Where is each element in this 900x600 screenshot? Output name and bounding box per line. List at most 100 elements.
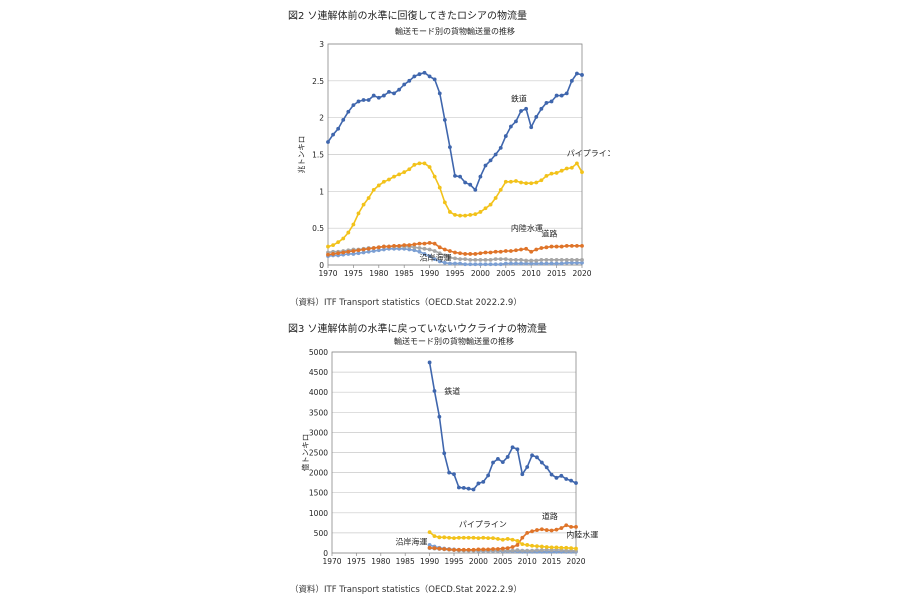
data-point — [554, 475, 559, 480]
y-tick-label: 2500 — [309, 449, 328, 458]
data-point — [448, 255, 452, 260]
data-point — [549, 261, 554, 266]
data-point — [530, 529, 534, 534]
data-point — [498, 249, 503, 254]
data-point — [549, 171, 554, 176]
data-point — [549, 548, 554, 553]
data-point — [539, 460, 544, 465]
data-point — [534, 258, 539, 263]
x-tick-label: 2010 — [518, 557, 537, 566]
data-point — [458, 213, 462, 218]
data-point — [524, 181, 529, 186]
x-tick-label: 1990 — [420, 557, 439, 566]
series-道路 — [427, 523, 578, 552]
data-point — [351, 222, 356, 227]
data-point — [544, 173, 549, 178]
data-point — [564, 166, 569, 171]
x-tick-label: 1995 — [444, 557, 463, 566]
data-point — [442, 200, 447, 205]
data-point — [387, 177, 391, 182]
data-point — [539, 544, 544, 549]
data-point — [500, 460, 505, 465]
data-point — [508, 249, 513, 253]
data-point — [376, 245, 381, 250]
data-point — [486, 547, 491, 552]
data-point — [366, 249, 371, 254]
data-point — [453, 213, 457, 217]
data-point — [473, 187, 478, 192]
data-point — [463, 252, 468, 256]
data-point — [341, 236, 346, 241]
data-point — [564, 91, 569, 96]
data-point — [447, 535, 452, 540]
data-point — [491, 547, 495, 551]
data-point — [544, 528, 549, 532]
data-point — [466, 486, 471, 491]
y-tick-label: 1000 — [309, 509, 328, 518]
data-point — [491, 460, 495, 465]
data-point — [524, 258, 529, 263]
data-point — [486, 473, 491, 478]
data-point — [458, 251, 462, 256]
data-point — [508, 257, 513, 262]
data-point — [575, 243, 579, 248]
data-point — [534, 261, 539, 266]
data-point — [549, 244, 554, 249]
data-point — [452, 472, 456, 477]
data-point — [483, 257, 488, 262]
data-point — [508, 179, 513, 184]
y-axis-label: 億トンキロ — [300, 434, 310, 472]
data-point — [564, 243, 569, 248]
data-point — [534, 115, 539, 119]
x-tick-label: 1980 — [371, 557, 390, 566]
data-point — [544, 547, 549, 552]
data-point — [488, 262, 493, 267]
data-point — [432, 241, 437, 246]
data-point — [564, 545, 569, 550]
data-point — [496, 537, 500, 541]
data-point — [569, 257, 574, 262]
data-point — [427, 360, 432, 365]
data-point — [524, 106, 529, 111]
x-tick-label: 1975 — [344, 269, 363, 278]
y-tick-label: 2.5 — [312, 77, 324, 86]
data-point — [478, 257, 483, 262]
data-point — [559, 257, 564, 262]
data-point — [514, 257, 518, 262]
data-point — [442, 260, 447, 265]
y-tick-label: 1 — [319, 187, 324, 196]
data-point — [458, 174, 462, 179]
data-point — [381, 247, 386, 252]
data-point — [422, 161, 427, 166]
x-tick-label: 1970 — [322, 557, 341, 566]
data-point — [575, 257, 579, 262]
data-point — [463, 262, 468, 267]
data-point — [468, 262, 473, 267]
data-point — [326, 140, 330, 144]
x-tick-label: 2020 — [572, 269, 591, 278]
data-point — [529, 258, 534, 263]
data-point — [452, 547, 456, 552]
series-line — [327, 71, 583, 191]
data-point — [510, 548, 515, 553]
data-point — [580, 170, 584, 175]
x-tick-label: 2005 — [493, 557, 512, 566]
data-point — [503, 249, 508, 253]
data-point — [498, 145, 503, 150]
data-point — [478, 210, 483, 214]
x-tick-label: 1975 — [347, 557, 366, 566]
y-tick-label: 1.5 — [312, 151, 324, 160]
data-point — [471, 547, 476, 552]
data-point — [569, 524, 574, 529]
data-point — [491, 536, 495, 541]
data-point — [535, 548, 539, 553]
data-point — [544, 465, 549, 470]
data-point — [392, 174, 396, 179]
data-point — [432, 389, 437, 393]
data-point — [544, 545, 549, 549]
x-tick-label: 1985 — [396, 557, 415, 566]
data-point — [468, 182, 473, 187]
data-point — [371, 249, 376, 253]
data-point — [539, 246, 544, 250]
data-point — [473, 252, 478, 256]
